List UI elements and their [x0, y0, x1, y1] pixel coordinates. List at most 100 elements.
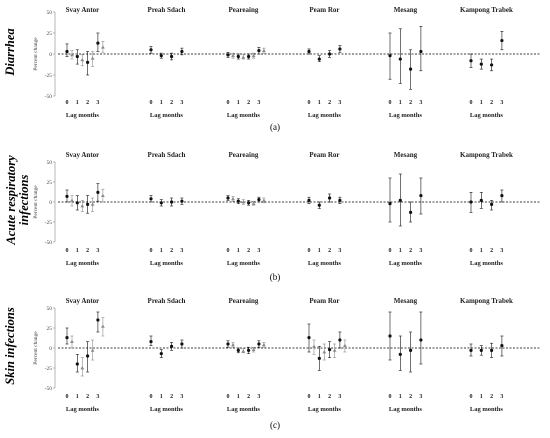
estimate-marker-circle	[226, 196, 230, 200]
estimate-marker-circle	[490, 202, 494, 206]
estimate-marker-circle	[247, 54, 251, 59]
lag-tick-label: 1	[480, 100, 483, 106]
lag-tick-label: 1	[237, 394, 240, 400]
estimate-marker-triangle	[90, 348, 95, 352]
x-axis-label: Lag months	[227, 112, 261, 119]
estimate-marker-circle	[419, 338, 423, 342]
lag-tick-label: 0	[470, 100, 473, 106]
lag-tick-label: 3	[500, 100, 503, 106]
panel-5: Mesang 0 1 2 3 Lag months	[388, 151, 423, 267]
lag-tick-label: 1	[160, 394, 163, 400]
lag-tick-label: 2	[490, 394, 493, 400]
estimate-marker-triangle	[101, 324, 105, 328]
district-title: Preah Sdach	[148, 297, 186, 305]
lag-tick-label: 3	[419, 394, 422, 400]
lag-tick-label: 0	[66, 394, 69, 400]
estimate-marker-circle	[338, 338, 342, 342]
lag-tick-label: 0	[227, 100, 230, 106]
lag-tick-label: 2	[86, 100, 89, 106]
estimate-marker-circle	[86, 60, 90, 64]
panel-caption: (a)	[270, 122, 280, 132]
estimate-marker-circle	[180, 342, 184, 346]
estimate-marker-circle	[236, 54, 240, 59]
y-tick-label: -25	[45, 73, 53, 79]
panel-6: Kampong Trabek 0 1 2 3 Lag months	[460, 297, 513, 413]
lag-tick-label: 0	[150, 248, 153, 254]
estimate-marker-circle	[388, 202, 392, 206]
estimate-marker-triangle	[70, 198, 74, 202]
lag-tick-label: 3	[180, 394, 183, 400]
estimate-marker-circle	[307, 49, 311, 54]
district-title: Svay Antor	[66, 297, 100, 305]
x-axis-label: Lag months	[150, 112, 184, 119]
estimate-marker-circle	[328, 52, 332, 56]
lag-tick-label: 3	[419, 100, 422, 106]
estimate-marker-circle	[307, 198, 311, 202]
y-tick-label: -25	[45, 220, 53, 226]
y-tick-label: 50	[47, 160, 53, 166]
lag-tick-label: 3	[338, 394, 341, 400]
x-axis-label: Lag months	[150, 260, 184, 267]
estimate-marker-circle	[490, 63, 494, 67]
chart-row-2: Acute respiratoryinfections -50 -25 0 25 50 Pe…	[4, 151, 540, 282]
estimate-marker-circle	[469, 59, 473, 63]
lag-tick-label: 0	[66, 248, 69, 254]
estimate-marker-circle	[500, 344, 504, 348]
lag-tick-label: 1	[318, 394, 321, 400]
estimate-marker-circle	[75, 201, 79, 205]
estimate-marker-circle	[490, 348, 494, 352]
estimate-marker-circle	[257, 342, 261, 346]
x-axis-label: Lag months	[389, 112, 423, 119]
estimate-marker-circle	[317, 356, 321, 360]
estimate-marker-circle	[75, 54, 79, 59]
lag-tick-label: 0	[66, 100, 69, 106]
estimate-marker-circle	[338, 47, 342, 51]
lag-tick-label: 2	[247, 100, 250, 106]
estimate-marker-triangle	[101, 193, 105, 197]
lag-tick-label: 3	[338, 100, 341, 106]
y-tick-label: -50	[45, 240, 53, 246]
lag-tick-label: 3	[180, 248, 183, 254]
estimate-marker-circle	[170, 54, 174, 59]
estimate-marker-triangle	[70, 339, 74, 343]
estimate-marker-circle	[500, 194, 504, 198]
estimate-marker-circle	[96, 318, 100, 322]
estimate-marker-circle	[328, 196, 332, 200]
x-axis-label: Lag months	[227, 406, 261, 413]
estimate-marker-circle	[65, 336, 69, 340]
lag-tick-label: 0	[389, 248, 392, 254]
estimate-marker-circle	[317, 57, 321, 61]
lag-tick-label: 1	[399, 100, 402, 106]
y-tick-label: 25	[47, 180, 53, 186]
lag-tick-label: 3	[500, 394, 503, 400]
district-title: Mesang	[394, 297, 418, 305]
panel-4: Peam Ror 0 1 2 3 Lag months	[307, 6, 342, 119]
lag-tick-label: 0	[150, 394, 153, 400]
estimate-marker-circle	[226, 53, 230, 57]
panel-5: Mesang 0 1 2 3 Lag months	[388, 297, 423, 413]
y-tick-label: 50	[47, 306, 53, 312]
estimate-marker-triangle	[251, 347, 256, 351]
estimate-marker-circle	[257, 198, 261, 202]
panel-3: Peareaing 0 1 2 3 Lag months	[226, 151, 266, 267]
estimate-marker-circle	[469, 200, 473, 204]
y-tick-label: 0	[49, 346, 52, 352]
estimate-marker-triangle	[262, 198, 266, 202]
panel-4: Peam Ror 0 1 2 3 Lag months	[307, 297, 347, 413]
lag-tick-label: 0	[470, 394, 473, 400]
lag-tick-label: 2	[247, 394, 250, 400]
estimate-marker-triangle	[251, 53, 256, 58]
estimate-marker-circle	[409, 67, 413, 71]
estimate-marker-triangle	[251, 201, 256, 205]
estimate-marker-triangle	[80, 204, 85, 208]
estimate-marker-triangle	[241, 349, 246, 353]
district-title: Peam Ror	[309, 297, 339, 305]
lag-tick-label: 2	[328, 248, 331, 254]
estimate-marker-triangle	[90, 202, 95, 206]
lag-tick-label: 2	[328, 100, 331, 106]
district-title: Peareaing	[229, 297, 259, 305]
estimate-marker-circle	[86, 354, 90, 358]
lag-tick-label: 2	[409, 100, 412, 106]
estimate-marker-triangle	[241, 200, 246, 204]
